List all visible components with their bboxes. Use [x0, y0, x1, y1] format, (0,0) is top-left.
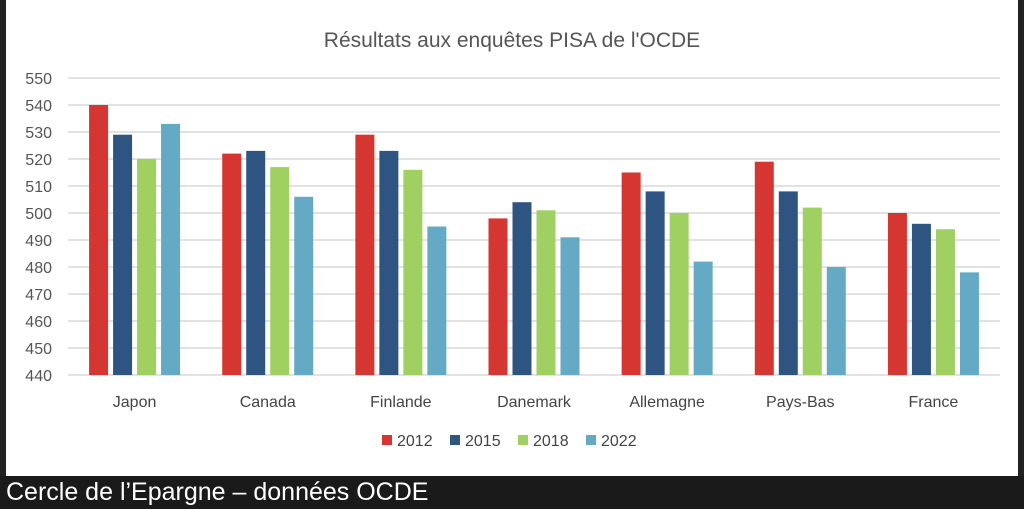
x-tick-label: France [909, 394, 959, 411]
bar-Canada-2012 [222, 153, 242, 375]
bar-Japon-2018 [137, 159, 157, 375]
bar-Finlande-2018 [403, 169, 423, 375]
bar-Allemagne-2015 [645, 191, 665, 375]
y-tick-label: 550 [25, 71, 52, 88]
y-tick-label: 520 [25, 152, 52, 169]
bar-Allemagne-2022 [693, 261, 713, 375]
bar-Japon-2022 [161, 123, 181, 376]
y-tick-label: 460 [25, 314, 52, 331]
legend-label: 2022 [601, 433, 637, 450]
bar-Danemark-2012 [488, 218, 508, 375]
legend-label: 2018 [533, 433, 569, 450]
legend-swatch-2015 [450, 435, 460, 445]
bar-Pays-Bas-2015 [778, 191, 798, 375]
legend-swatch-2012 [382, 435, 392, 445]
bar-Danemark-2018 [536, 210, 556, 375]
y-tick-label: 540 [25, 98, 52, 115]
x-tick-label: Canada [240, 394, 296, 411]
legend-swatch-2018 [518, 435, 528, 445]
legend-label: 2015 [465, 433, 501, 450]
x-tick-label: Japon [113, 394, 157, 411]
bar-Finlande-2015 [379, 150, 399, 375]
bar-Finlande-2022 [427, 226, 447, 375]
bar-Pays-Bas-2018 [802, 207, 822, 375]
bar-Danemark-2022 [560, 237, 580, 375]
x-tick-label: Allemagne [629, 394, 705, 411]
bar-Allemagne-2012 [621, 172, 641, 375]
y-tick-label: 480 [25, 260, 52, 277]
y-tick-label: 440 [25, 368, 52, 385]
x-tick-label: Finlande [370, 394, 431, 411]
source-caption: Cercle de l’Epargne – données OCDE [0, 476, 1024, 509]
bar-France-2022 [959, 272, 979, 375]
legend-label: 2012 [397, 433, 433, 450]
y-tick-label: 490 [25, 233, 52, 250]
y-tick-label: 470 [25, 287, 52, 304]
chart-title: Résultats aux enquêtes PISA de l'OCDE [324, 29, 700, 52]
chart-panel: Résultats aux enquêtes PISA de l'OCDE 44… [6, 0, 1018, 476]
bar-Pays-Bas-2012 [754, 161, 774, 375]
bar-Japon-2012 [89, 105, 109, 375]
y-tick-label: 450 [25, 341, 52, 358]
x-tick-label: Pays-Bas [766, 394, 834, 411]
bar-Canada-2015 [246, 150, 266, 375]
bar-Finlande-2012 [355, 134, 375, 375]
bar-Danemark-2015 [512, 202, 532, 375]
y-tick-label: 510 [25, 179, 52, 196]
bar-France-2018 [935, 229, 955, 375]
y-tick-label: 530 [25, 125, 52, 142]
bar-Pays-Bas-2022 [826, 267, 846, 375]
legend-swatch-2022 [586, 435, 596, 445]
bar-Japon-2015 [113, 134, 133, 375]
bar-France-2012 [887, 213, 907, 375]
bar-Canada-2022 [294, 196, 314, 375]
x-tick-label: Danemark [497, 394, 572, 411]
bar-Allemagne-2018 [669, 213, 689, 375]
y-tick-label: 500 [25, 206, 52, 223]
bar-chart: Résultats aux enquêtes PISA de l'OCDE 44… [25, 29, 1000, 450]
bar-France-2015 [911, 223, 931, 375]
bar-Canada-2018 [270, 167, 290, 375]
